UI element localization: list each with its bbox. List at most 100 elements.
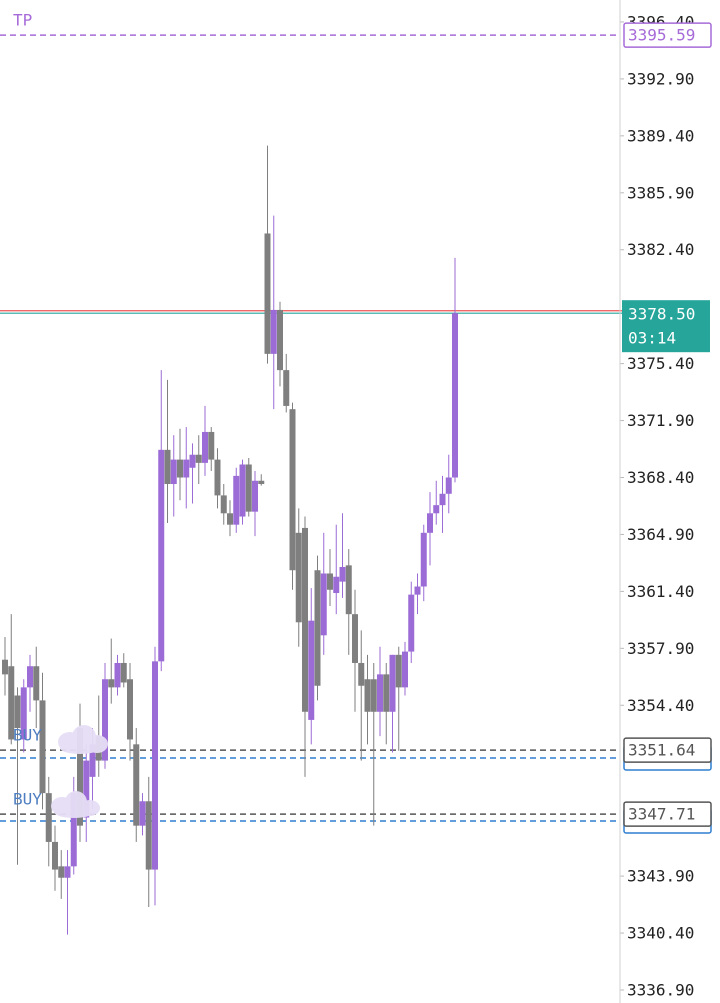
y-tick-label: 3354.40 [627,696,694,715]
candle-body [339,566,346,582]
candle-body [83,760,90,818]
candle-body [14,695,21,729]
candle-body [158,449,165,662]
candle-body [45,793,52,842]
y-tick-label: 3357.90 [627,639,694,658]
candle-body [102,679,108,761]
axis: 3396.403392.903389.403385.903382.403375.… [620,12,694,999]
candle-body [302,527,308,712]
candle-body [8,666,15,740]
candle-body [258,480,265,485]
candle-body [145,801,152,870]
candles [2,145,458,935]
price-tag-label: 3378.50 [628,305,695,324]
candle-body [408,594,415,652]
candle-body [233,475,240,525]
candle-body [277,309,283,371]
candle-body [445,477,452,494]
candle-body [389,654,396,712]
candle-body [239,464,246,517]
price-tag-label: 3351.64 [628,741,695,760]
candle-body [427,513,433,533]
candle-body [39,700,46,794]
candle-body [283,370,290,406]
candle-body [120,662,127,683]
line-labels: TP BUY BUY [13,11,42,809]
line-label: BUY [13,726,42,745]
line-label: TP [13,11,32,30]
candle-body [352,614,358,663]
candle-body [108,679,115,688]
candle-body [295,532,302,623]
candle-body [289,409,296,571]
candle-body [64,866,71,878]
candle-body [170,459,177,485]
y-tick-label: 3361.40 [627,582,694,601]
candle-body [270,309,277,354]
candle-body [195,454,202,463]
price-tag [623,801,712,827]
candle-body [433,505,440,514]
candle-body [20,687,27,740]
candle-body [33,666,40,701]
candle-body [327,573,333,590]
y-tick-label: 3364.90 [627,525,694,544]
clouds [51,725,108,818]
y-tick-label: 3385.90 [627,183,694,202]
candle-body [152,661,158,870]
y-tick-label: 3340.40 [627,924,694,943]
candle-body [345,565,352,615]
candle-body [127,679,133,740]
candle-body [402,651,408,688]
cloud-icon [51,791,100,818]
countdown-label: 03:14 [628,329,676,348]
price-tag-label: 3347.71 [628,805,695,824]
candle-body [227,513,233,525]
line-label: BUY [13,790,42,809]
candle-body [333,576,340,594]
price-tag-label: 3395.59 [628,26,695,45]
candle-body [370,679,377,712]
candle-body [2,659,8,675]
candle-body [364,679,371,712]
candle-body [320,573,327,636]
candle-body [264,233,271,354]
candle-body [177,459,183,478]
candle-body [395,654,402,688]
candle-body [133,744,140,826]
y-tick-label: 3375.40 [627,354,694,373]
candle-body [414,586,421,595]
candle-body [52,841,58,870]
candle-body [420,532,427,587]
candle-body [383,674,390,712]
candle-body [58,866,65,878]
candle-body [358,662,365,686]
candle-body [114,662,121,688]
candle-body [202,431,208,463]
y-tick-label: 3382.40 [627,240,694,259]
candle-body [70,793,77,867]
y-tick-label: 3371.90 [627,411,694,430]
candle-body [208,431,215,460]
candle-body [245,464,252,512]
candle-body [164,449,171,485]
y-tick-label: 3343.90 [627,867,694,886]
candle-body [252,480,258,512]
candle-body [439,493,446,506]
price-tag [623,737,712,763]
candle-body [189,454,196,468]
candle-body [89,744,96,777]
y-tick-label: 3336.90 [627,980,694,999]
price-tag [622,300,710,353]
y-tick-label: 3368.40 [627,468,694,487]
candle-body [139,801,146,826]
candle-body [183,459,190,478]
candle-body [27,666,33,688]
price-tags: 3395.59 3378.50 03:14 3351.64 3347.71 [622,22,712,834]
candle-body [452,313,458,478]
candle-body [314,570,321,686]
candle-body [77,728,83,826]
